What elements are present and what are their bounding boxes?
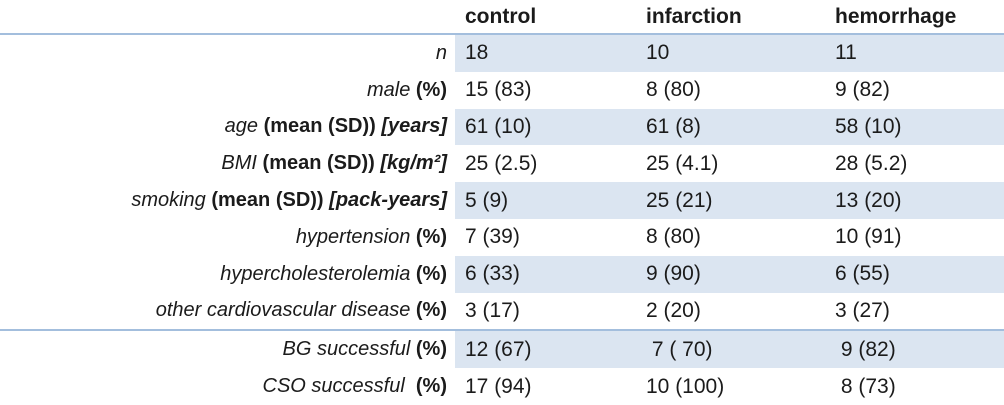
row-label: hypertension (%) bbox=[0, 226, 455, 249]
table-row: male (%) 15 (83) 8 (80) 9 (82) bbox=[0, 72, 1004, 109]
row-label-part: [kg/m²] bbox=[380, 152, 447, 175]
table-row: BMI (mean (SD)) [kg/m²] 25 (2.5) 25 (4.1) 2… bbox=[0, 145, 1004, 182]
value-cell: 28 (5.2) bbox=[835, 151, 908, 175]
row-values: 17 (94) 10 (100) 8 (73) bbox=[455, 368, 1004, 405]
row-label-part: male bbox=[366, 78, 416, 101]
row-label-part: (mean (SD)) bbox=[211, 189, 330, 212]
row-label: CSO successful (%) bbox=[0, 375, 455, 398]
row-values: 6 (33) 9 (90) 6 (55) bbox=[455, 255, 1004, 293]
table-row: hypercholesterolemia (%) 6 (33) 9 (90) 6 (5… bbox=[0, 255, 1004, 293]
value-cell: 8 (80) bbox=[646, 225, 701, 249]
value-cell: 17 (94) bbox=[465, 374, 532, 398]
value-cell: 6 (55) bbox=[835, 262, 890, 286]
row-values: 25 (2.5) 25 (4.1) 28 (5.2) bbox=[455, 145, 1004, 182]
row-values: 18 10 11 bbox=[455, 35, 1004, 72]
row-label-part: hypercholesterolemia bbox=[220, 262, 416, 285]
table-row: hypertension (%) 7 (39) 8 (80) 10 (91) bbox=[0, 219, 1004, 256]
row-label-part: (mean (SD)) bbox=[262, 152, 381, 175]
value-cell: 9 (82) bbox=[835, 78, 890, 102]
row-label: male (%) bbox=[0, 79, 455, 102]
row-values: 15 (83) 8 (80) 9 (82) bbox=[455, 72, 1004, 109]
value-cell: 3 (17) bbox=[465, 298, 520, 322]
value-cell: 11 bbox=[835, 41, 857, 65]
value-cell: 9 (82) bbox=[835, 337, 896, 361]
row-values: 61 (10) 61 (8) 58 (10) bbox=[455, 108, 1004, 146]
value-cell: 10 (100) bbox=[646, 374, 725, 398]
table-header-row: control infarction hemorrhage bbox=[0, 0, 1004, 35]
value-cell: 6 (33) bbox=[465, 262, 520, 286]
value-cell: 9 (90) bbox=[646, 262, 701, 286]
table-row: BG successful (%) 12 (67) 7 ( 70) 9 (82) bbox=[0, 329, 1004, 369]
row-label-part: (mean (SD)) bbox=[263, 115, 382, 138]
column-header-infarction: infarction bbox=[646, 4, 742, 28]
row-label-part: n bbox=[435, 41, 447, 64]
row-values: 12 (67) 7 ( 70) 9 (82) bbox=[455, 331, 1004, 369]
row-label-part: BMI bbox=[221, 152, 263, 175]
row-label-part: [years] bbox=[381, 115, 447, 138]
value-cell: 10 (91) bbox=[835, 225, 902, 249]
row-label-part: hypertension bbox=[295, 225, 416, 248]
column-header-control: control bbox=[465, 4, 537, 28]
row-values: 5 (9) 25 (21) 13 (20) bbox=[455, 182, 1004, 219]
value-cell: 8 (73) bbox=[835, 374, 896, 398]
row-label-part: (%) bbox=[415, 225, 447, 248]
value-cell: 3 (27) bbox=[835, 298, 890, 322]
value-cell: 13 (20) bbox=[835, 188, 902, 212]
value-cell: 12 (67) bbox=[465, 337, 532, 361]
value-cell: 25 (2.5) bbox=[465, 151, 538, 175]
row-label-part: (%) bbox=[415, 338, 447, 361]
row-label: n bbox=[0, 42, 455, 65]
row-label: BG successful (%) bbox=[0, 338, 455, 361]
value-cell: 25 (21) bbox=[646, 188, 713, 212]
row-label-part: other cardiovascular disease bbox=[155, 299, 416, 322]
row-label-part: [pack-years] bbox=[329, 189, 447, 212]
row-label-part: CSO successful bbox=[262, 375, 416, 398]
value-cell: 2 (20) bbox=[646, 298, 701, 322]
row-values: 3 (17) 2 (20) 3 (27) bbox=[455, 293, 1004, 330]
table-body: n 18 10 11 male (%) 15 (83) 8 (80) 9 (82) age (m… bbox=[0, 35, 1004, 405]
row-label-part: (%) bbox=[415, 262, 447, 285]
row-label-part: (%) bbox=[415, 78, 447, 101]
row-values: 7 (39) 8 (80) 10 (91) bbox=[455, 219, 1004, 256]
table-row: n 18 10 11 bbox=[0, 35, 1004, 72]
header-columns: control infarction hemorrhage bbox=[455, 0, 1004, 33]
value-cell: 58 (10) bbox=[835, 114, 902, 138]
row-label: BMI (mean (SD)) [kg/m²] bbox=[0, 152, 455, 175]
value-cell: 61 (10) bbox=[465, 114, 532, 138]
row-label-part: smoking bbox=[131, 189, 212, 212]
value-cell: 25 (4.1) bbox=[646, 151, 719, 175]
row-label-part: (%) bbox=[415, 299, 447, 322]
row-label: hypercholesterolemia (%) bbox=[0, 263, 455, 286]
row-label: age (mean (SD)) [years] bbox=[0, 115, 455, 138]
table-row: CSO successful (%) 17 (94) 10 (100) 8 (73) bbox=[0, 368, 1004, 405]
value-cell: 7 (39) bbox=[465, 225, 520, 249]
row-label-part: (%) bbox=[415, 375, 447, 398]
column-header-hemorrhage: hemorrhage bbox=[835, 4, 957, 28]
row-label: other cardiovascular disease (%) bbox=[0, 299, 455, 322]
value-cell: 5 (9) bbox=[465, 188, 509, 212]
value-cell: 18 bbox=[465, 41, 489, 65]
value-cell: 15 (83) bbox=[465, 78, 532, 102]
row-label-part: age bbox=[224, 115, 264, 138]
row-label: smoking (mean (SD)) [pack-years] bbox=[0, 189, 455, 212]
table-row: age (mean (SD)) [years] 61 (10) 61 (8) 58 (… bbox=[0, 108, 1004, 146]
value-cell: 7 ( 70) bbox=[646, 337, 713, 361]
value-cell: 8 (80) bbox=[646, 78, 701, 102]
table-row: smoking (mean (SD)) [pack-years] 5 (9) 25 … bbox=[0, 182, 1004, 219]
row-label-part: BG successful bbox=[282, 338, 416, 361]
table-row: other cardiovascular disease (%) 3 (17) 2 … bbox=[0, 293, 1004, 330]
value-cell: 61 (8) bbox=[646, 114, 701, 138]
value-cell: 10 bbox=[646, 41, 670, 65]
